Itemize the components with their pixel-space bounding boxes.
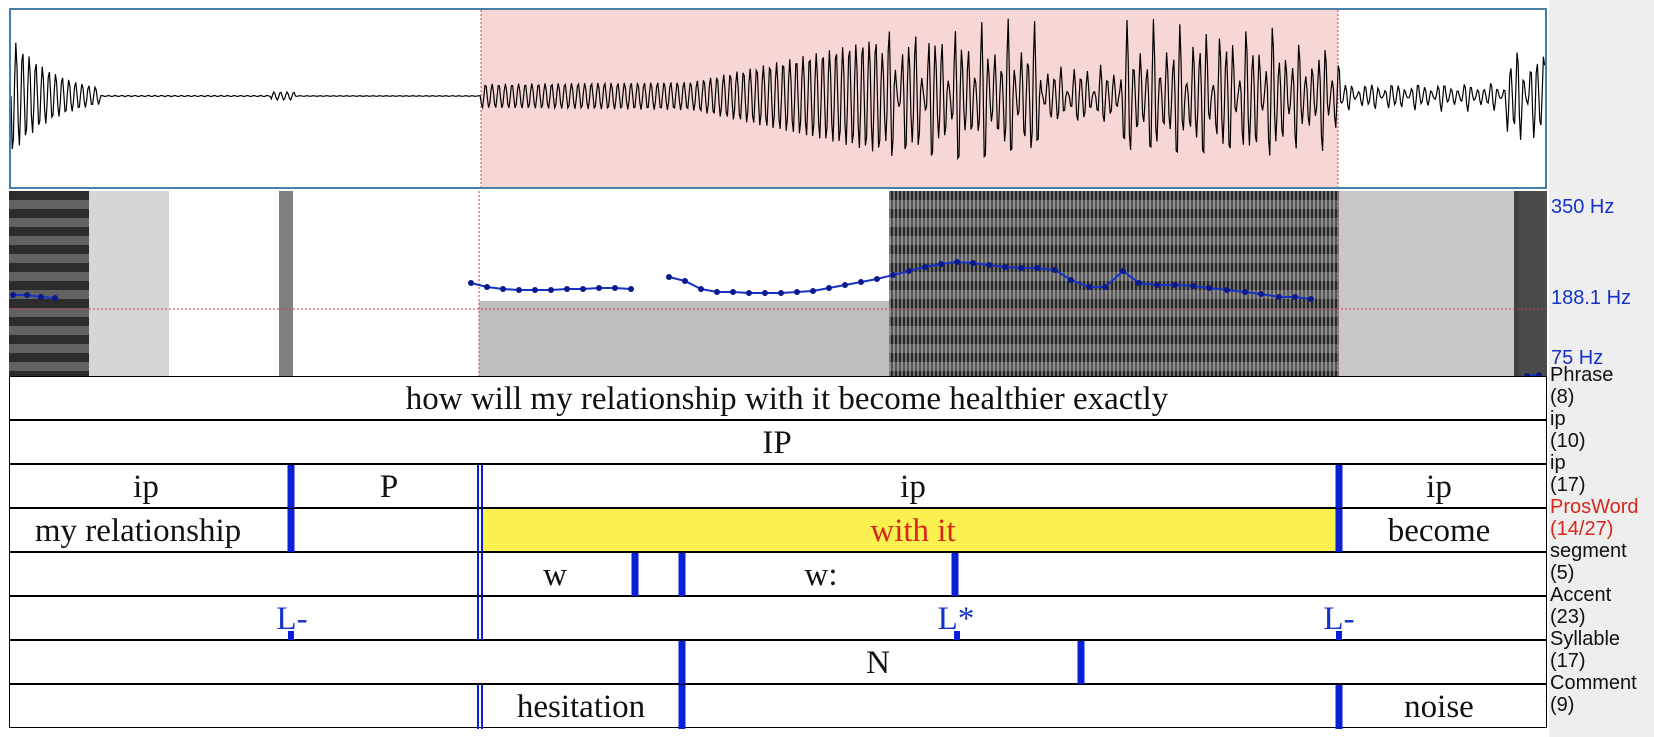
tier-count: (23) [1550,606,1586,628]
tier-boundary[interactable] [954,631,960,641]
interval-label[interactable]: ip [1426,469,1452,505]
tier-boundary[interactable] [1336,631,1342,641]
tier-name[interactable]: ProsWord (14/27) [1550,496,1639,540]
tier-boundary[interactable] [678,553,686,597]
freq-top-label: 350 Hz [1551,196,1615,218]
tier-name[interactable]: ip (10) [1550,408,1586,452]
tier-row-phrase[interactable]: how will my relationship with it become … [9,376,1547,420]
tier-count: (17) [1550,474,1586,496]
tier-row-syllable[interactable]: N [9,640,1547,685]
tier-boundary[interactable] [477,597,483,641]
waveform [11,10,1545,187]
interval-label[interactable]: w: [804,557,838,593]
interval-label[interactable]: ip [133,469,159,505]
interval-label[interactable]: noise [1404,689,1474,725]
interval-label[interactable]: IP [762,425,792,461]
freq-cursor-label: 188.1 Hz [1551,287,1632,309]
interval-label[interactable]: my relationship [34,513,242,549]
tier-name-label: Comment [1550,672,1637,694]
tier-name-label: segment [1550,540,1627,562]
tier-boundary[interactable] [1335,509,1343,553]
tier-name-label: Accent [1550,584,1612,606]
tier-name[interactable]: Accent (23) [1550,584,1611,628]
tier-row-segment[interactable]: w w: [9,552,1547,597]
tier-name[interactable]: ip (17) [1550,452,1586,496]
tier-boundary[interactable] [477,509,483,553]
tier-count: (8) [1550,386,1575,408]
interval-label[interactable]: N [866,645,890,681]
tier-boundary[interactable] [287,465,295,509]
tier-boundary[interactable] [951,553,959,597]
freq-bottom-label: 75 Hz [1551,347,1604,369]
tier-boundary[interactable] [288,631,294,641]
tier-count: (17) [1550,650,1586,672]
tier-row-ip[interactable]: IP [9,420,1547,464]
annotation-tiers[interactable]: how will my relationship with it become … [9,376,1547,730]
waveform-trace [11,18,1545,161]
tier-name[interactable]: Phrase (8) [1550,364,1613,408]
tier-info-panel [1549,0,1654,737]
tier-name[interactable]: Comment (9) [1550,672,1637,716]
tier-boundary[interactable] [477,553,483,597]
spectrogram [9,191,1547,376]
interval-label[interactable]: P [379,469,399,505]
interval-label[interactable]: hesitation [516,689,646,725]
interval-label[interactable]: how will my relationship with it become … [405,381,1169,417]
tier-name[interactable]: segment (5) [1550,540,1627,584]
tier-row-comment[interactable]: hesitation noise [9,684,1547,729]
tier-count: (9) [1550,694,1575,716]
tier-boundary[interactable] [287,509,295,553]
tier-row-accent[interactable]: L- L* L- [9,596,1547,641]
tier-count: (14/27) [1550,518,1614,540]
tier-name-label: ip [1550,452,1566,474]
tier-boundary[interactable] [678,641,686,685]
interval-label[interactable]: become [1387,513,1491,549]
tier-boundary[interactable] [477,465,483,509]
tier-name-label: Phrase [1550,364,1614,386]
tier-name-label: Syllable [1550,628,1621,650]
tier-name[interactable]: Syllable (17) [1550,628,1620,672]
tier-boundary[interactable] [1335,685,1343,729]
spectrogram-panel[interactable] [9,191,1547,376]
tier-row-prosword[interactable]: my relationship with it become [9,508,1547,553]
tier-boundary[interactable] [631,553,639,597]
waveform-panel[interactable] [9,8,1547,189]
tier-boundary[interactable] [477,685,483,729]
interval-label[interactable]: with it [870,513,956,549]
tier-count: (5) [1550,562,1575,584]
tier-boundary[interactable] [1335,465,1343,509]
pitch-track [10,259,1542,376]
selected-interval[interactable] [482,509,1339,551]
tier-boundary[interactable] [678,685,686,729]
tier-name-label: ProsWord [1550,496,1639,518]
interval-label[interactable]: w [543,557,567,593]
interval-label[interactable]: ip [900,469,926,505]
tier-name-label: ip [1550,408,1566,430]
tier-count: (10) [1550,430,1586,452]
tier-boundary[interactable] [1077,641,1085,685]
